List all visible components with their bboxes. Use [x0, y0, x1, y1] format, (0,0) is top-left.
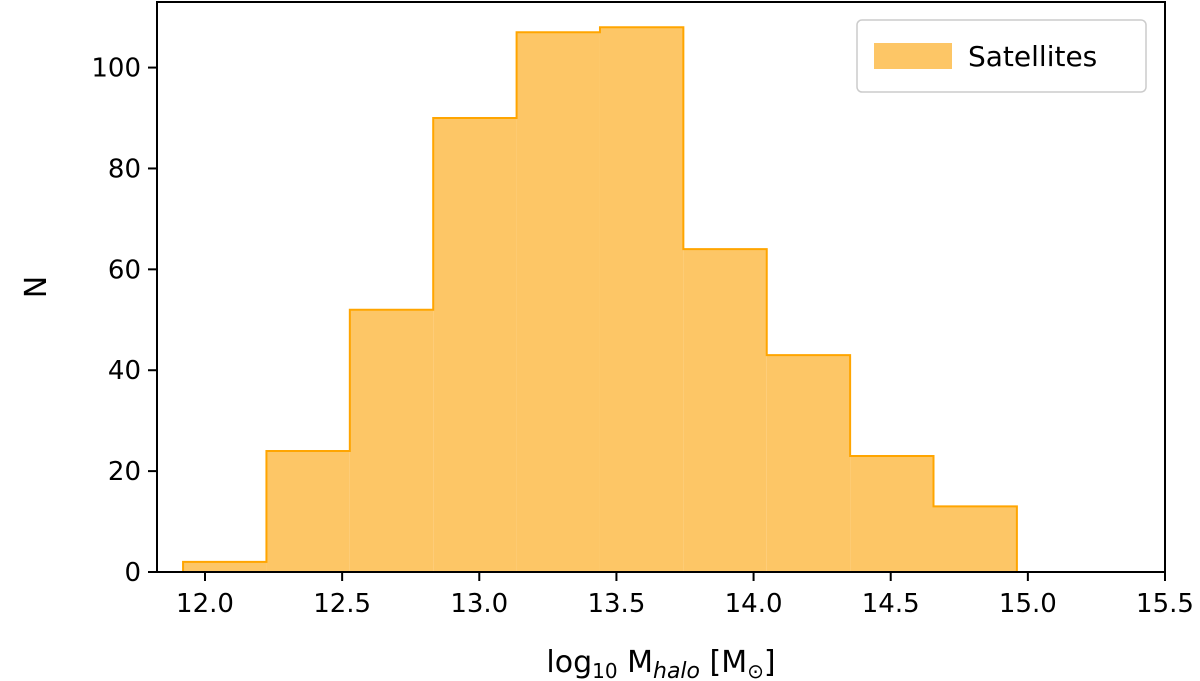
x-tick-label: 12.5: [313, 589, 371, 619]
x-tick-label: 13.5: [587, 589, 645, 619]
x-axis-label-main-sub: halo: [653, 659, 700, 681]
histogram-bar: [933, 506, 1017, 572]
y-tick-label: 0: [124, 558, 141, 588]
y-axis-label: N: [19, 276, 54, 298]
histogram-bar: [516, 32, 600, 572]
x-tick-label: 15.0: [999, 589, 1057, 619]
legend-swatch-satellites: [874, 43, 952, 69]
plot-frame: [156, 1, 1166, 573]
histogram-outline: [182, 26, 1018, 572]
legend: Satellites: [856, 19, 1147, 93]
x-axis-label-prefix-sub: 10: [592, 659, 617, 681]
x-tick-label: 12.0: [176, 589, 234, 619]
x-axis-ticks: 12.0 12.5 13.0 13.5 14.0 14.5 15.0 15.5: [176, 572, 1194, 619]
x-tick-label: 15.5: [1136, 589, 1194, 619]
y-tick-label: 20: [108, 457, 141, 487]
y-tick-label: 80: [108, 154, 141, 184]
x-axis-label-suffix-close: ]: [764, 645, 776, 680]
x-tick-label: 14.0: [725, 589, 783, 619]
histogram-bar: [349, 309, 434, 572]
histogram-bar: [183, 561, 267, 572]
bars-layer: [182, 26, 1018, 572]
x-tick-label: 14.5: [862, 589, 920, 619]
x-axis-label: log10 Mhalo [M⊙]: [546, 645, 775, 681]
histogram-bar: [266, 450, 350, 572]
legend-box: [856, 19, 1147, 93]
x-tick-label: 13.0: [450, 589, 508, 619]
x-axis-label-suffix-open: [M: [700, 645, 747, 680]
x-axis-label-main: M: [618, 645, 653, 680]
x-axis-label-prefix: log: [546, 645, 592, 680]
y-tick-label: 60: [108, 255, 141, 285]
histogram-bar: [433, 118, 517, 572]
histogram-bar: [766, 355, 851, 572]
legend-label-satellites: Satellites: [968, 40, 1097, 73]
histogram-bar: [850, 455, 934, 572]
y-axis-ticks: 0 20 40 60 80 100: [91, 54, 157, 588]
y-tick-label: 40: [108, 356, 141, 386]
histogram-bar: [599, 27, 684, 572]
y-tick-label: 100: [91, 54, 141, 84]
histogram-bar: [683, 249, 767, 572]
x-axis-label-suffix-sub: ⊙: [747, 659, 764, 681]
